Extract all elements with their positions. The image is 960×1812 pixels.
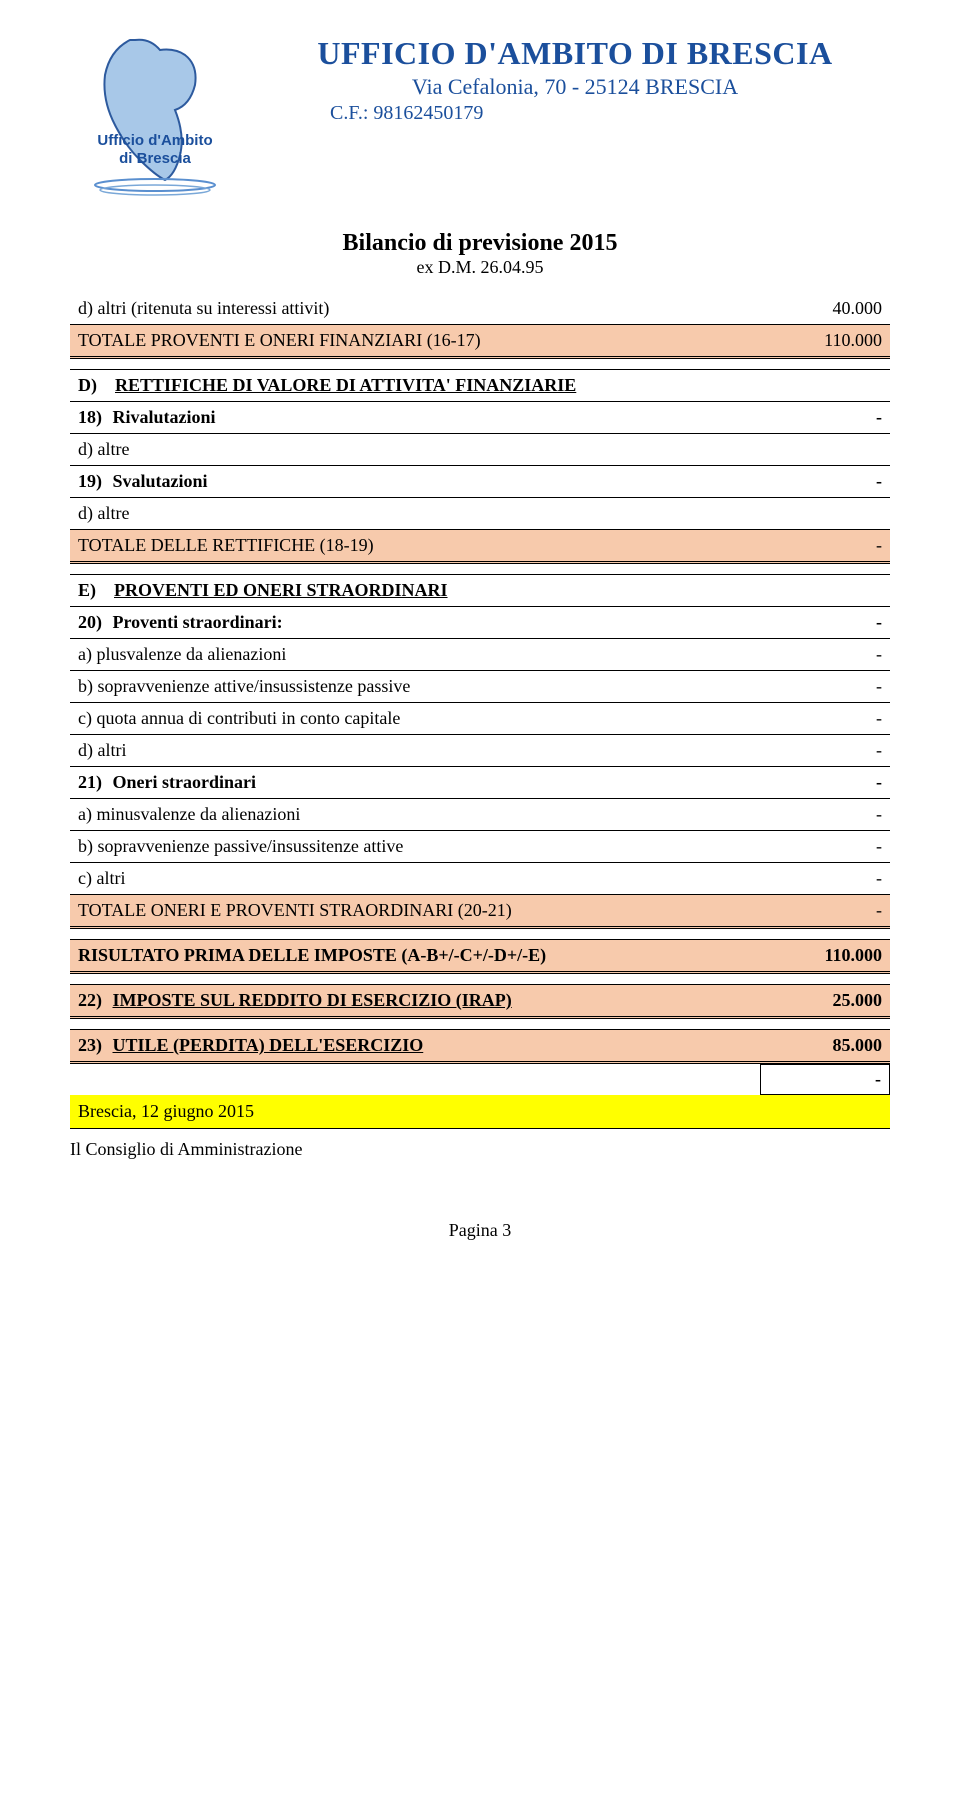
label: c) altri bbox=[70, 863, 760, 895]
section-label: RETTIFICHE DI VALORE DI ATTIVITA' FINANZ… bbox=[115, 375, 576, 395]
row-dash: - bbox=[70, 1063, 890, 1096]
value: - bbox=[760, 799, 890, 831]
num: 18) bbox=[78, 407, 108, 428]
num: 21) bbox=[78, 772, 108, 793]
value: 40.000 bbox=[760, 293, 890, 325]
section-label: PROVENTI ED ONERI STRAORDINARI bbox=[114, 580, 448, 600]
row-19: 19) Svalutazioni - bbox=[70, 466, 890, 498]
value bbox=[760, 370, 890, 402]
org-address: Via Cefalonia, 70 - 25124 BRESCIA bbox=[260, 74, 890, 100]
document-header: Ufficio d'Ambito di Brescia UFFICIO D'AM… bbox=[70, 30, 890, 200]
value bbox=[760, 498, 890, 530]
value: - bbox=[760, 767, 890, 799]
row-18d: d) altre bbox=[70, 434, 890, 466]
label: d) altre bbox=[70, 434, 760, 466]
section-letter: D) bbox=[78, 375, 97, 395]
label: a) plusvalenze da alienazioni bbox=[70, 639, 760, 671]
value: - bbox=[760, 735, 890, 767]
place-date: Brescia, 12 giugno 2015 bbox=[78, 1101, 254, 1121]
value: - bbox=[760, 530, 890, 563]
label: TOTALE PROVENTI E ONERI FINANZIARI (16-1… bbox=[70, 325, 760, 358]
num: 23) bbox=[78, 1035, 108, 1056]
label: d) altri bbox=[70, 735, 760, 767]
row-21c: c) altri - bbox=[70, 863, 890, 895]
row-totale-20-21: TOTALE ONERI E PROVENTI STRAORDINARI (20… bbox=[70, 895, 890, 928]
num: 20) bbox=[78, 612, 108, 633]
value bbox=[760, 434, 890, 466]
value: - bbox=[760, 466, 890, 498]
signatory: Il Consiglio di Amministrazione bbox=[70, 1139, 890, 1160]
row-section-d: D) RETTIFICHE DI VALORE DI ATTIVITA' FIN… bbox=[70, 370, 890, 402]
logo-text-1: Ufficio d'Ambito bbox=[97, 132, 212, 149]
value bbox=[760, 575, 890, 607]
logo-svg: Ufficio d'Ambito di Brescia bbox=[70, 30, 240, 200]
row-totale-18-19: TOTALE DELLE RETTIFICHE (18-19) - bbox=[70, 530, 890, 563]
value: 25.000 bbox=[760, 985, 890, 1018]
value: 85.000 bbox=[760, 1030, 890, 1063]
label: b) sopravvenienze passive/insussitenze a… bbox=[70, 831, 760, 863]
value: - bbox=[760, 671, 890, 703]
value: 110.000 bbox=[760, 940, 890, 973]
label: Rivalutazioni bbox=[113, 407, 216, 427]
doc-subtitle: ex D.M. 26.04.95 bbox=[70, 257, 890, 278]
label: Proventi straordinari: bbox=[113, 612, 283, 632]
row-20a: a) plusvalenze da alienazioni - bbox=[70, 639, 890, 671]
row-22: 22) IMPOSTE SUL REDDITO DI ESERCIZIO (IR… bbox=[70, 985, 890, 1018]
org-name: UFFICIO D'AMBITO DI BRESCIA bbox=[260, 35, 890, 72]
value: - bbox=[760, 895, 890, 928]
row-risultato: RISULTATO PRIMA DELLE IMPOSTE (A-B+/-C+/… bbox=[70, 940, 890, 973]
dash-value: - bbox=[760, 1064, 890, 1095]
row-20c: c) quota annua di contributi in conto ca… bbox=[70, 703, 890, 735]
doc-title: Bilancio di previsione 2015 bbox=[70, 230, 890, 257]
label: IMPOSTE SUL REDDITO DI ESERCIZIO (IRAP) bbox=[113, 990, 512, 1010]
label: a) minusvalenze da alienazioni bbox=[70, 799, 760, 831]
section-letter: E) bbox=[78, 580, 96, 600]
value: - bbox=[760, 863, 890, 895]
financial-table: d) altri (ritenuta su interessi attivit)… bbox=[70, 293, 890, 1129]
row-23: 23) UTILE (PERDITA) DELL'ESERCIZIO 85.00… bbox=[70, 1030, 890, 1063]
logo-text-2: di Brescia bbox=[119, 150, 191, 167]
value: - bbox=[760, 639, 890, 671]
row-d-altri: d) altri (ritenuta su interessi attivit)… bbox=[70, 293, 890, 325]
label: Oneri straordinari bbox=[113, 772, 256, 792]
value: - bbox=[760, 402, 890, 434]
row-20: 20) Proventi straordinari: - bbox=[70, 607, 890, 639]
row-place-date: Brescia, 12 giugno 2015 bbox=[70, 1095, 890, 1129]
header-text-block: UFFICIO D'AMBITO DI BRESCIA Via Cefaloni… bbox=[260, 30, 890, 125]
label: c) quota annua di contributi in conto ca… bbox=[70, 703, 760, 735]
label: Svalutazioni bbox=[113, 471, 208, 491]
row-19d: d) altre bbox=[70, 498, 890, 530]
row-section-e: E) PROVENTI ED ONERI STRAORDINARI bbox=[70, 575, 890, 607]
row-20d: d) altri - bbox=[70, 735, 890, 767]
value: - bbox=[760, 831, 890, 863]
row-21b: b) sopravvenienze passive/insussitenze a… bbox=[70, 831, 890, 863]
logo: Ufficio d'Ambito di Brescia bbox=[70, 30, 240, 200]
value: - bbox=[760, 607, 890, 639]
page: Ufficio d'Ambito di Brescia UFFICIO D'AM… bbox=[0, 0, 960, 1281]
num: 22) bbox=[78, 990, 108, 1011]
label: UTILE (PERDITA) DELL'ESERCIZIO bbox=[113, 1035, 424, 1055]
label: TOTALE DELLE RETTIFICHE (18-19) bbox=[70, 530, 760, 563]
row-21: 21) Oneri straordinari - bbox=[70, 767, 890, 799]
label: TOTALE ONERI E PROVENTI STRAORDINARI (20… bbox=[70, 895, 760, 928]
value: - bbox=[760, 703, 890, 735]
row-20b: b) sopravvenienze attive/insussistenze p… bbox=[70, 671, 890, 703]
row-totale-16-17: TOTALE PROVENTI E ONERI FINANZIARI (16-1… bbox=[70, 325, 890, 358]
label: d) altri (ritenuta su interessi attivit) bbox=[70, 293, 760, 325]
num: 19) bbox=[78, 471, 108, 492]
org-cf: C.F.: 98162450179 bbox=[260, 102, 890, 125]
label: d) altre bbox=[70, 498, 760, 530]
label: RISULTATO PRIMA DELLE IMPOSTE (A-B+/-C+/… bbox=[70, 940, 760, 973]
row-21a: a) minusvalenze da alienazioni - bbox=[70, 799, 890, 831]
value: 110.000 bbox=[760, 325, 890, 358]
page-number: Pagina 3 bbox=[70, 1220, 890, 1241]
row-18: 18) Rivalutazioni - bbox=[70, 402, 890, 434]
label: b) sopravvenienze attive/insussistenze p… bbox=[70, 671, 760, 703]
